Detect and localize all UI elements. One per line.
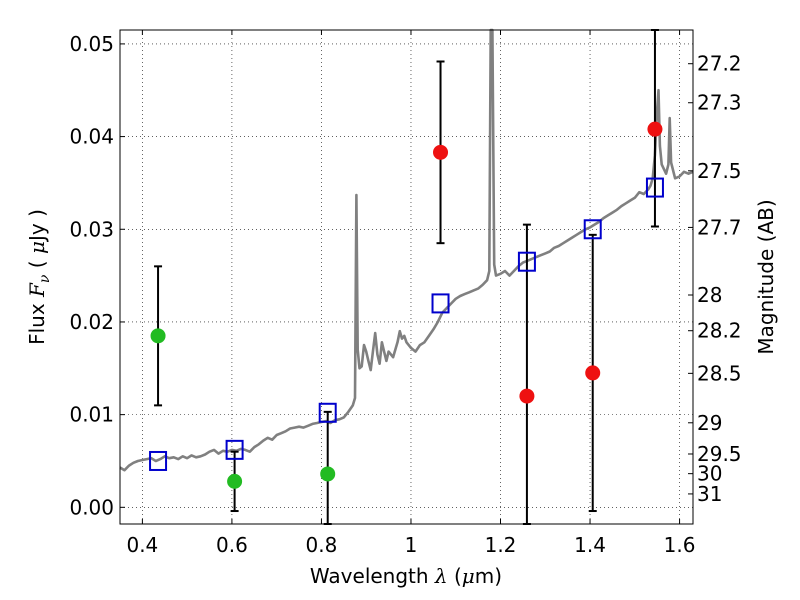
y-tick-label: 0.00 bbox=[69, 495, 114, 519]
y-tick-label: 0.02 bbox=[69, 310, 114, 334]
y-tick-label: 0.03 bbox=[69, 217, 114, 241]
right-tick-label: 27.5 bbox=[697, 159, 742, 183]
observed-infrared-point bbox=[519, 388, 535, 404]
model-bandpass-point bbox=[431, 293, 450, 314]
right-tick-label: 29 bbox=[697, 411, 722, 435]
right-tick-label: 28 bbox=[697, 283, 722, 307]
data-points bbox=[149, 121, 664, 489]
model-bandpass-point bbox=[149, 450, 168, 471]
x-tick-label: 0.4 bbox=[126, 533, 158, 557]
right-tick-label: 27.7 bbox=[697, 215, 742, 239]
x-tick-label: 0.6 bbox=[216, 533, 248, 557]
x-tick-label: 0.8 bbox=[306, 533, 338, 557]
observed-optical-point bbox=[150, 328, 166, 344]
y-tick-label: 0.04 bbox=[69, 125, 114, 149]
model-bandpass-point bbox=[517, 251, 536, 272]
model-bandpass-point bbox=[645, 177, 664, 198]
observed-infrared-point bbox=[433, 144, 449, 160]
right-tick-label: 27.3 bbox=[697, 91, 742, 115]
x-tick-label: 1.2 bbox=[485, 533, 517, 557]
right-tick-label: 31 bbox=[697, 482, 722, 506]
x-tick-label: 1 bbox=[405, 533, 418, 557]
model-bandpass-point bbox=[583, 219, 602, 240]
model-spectrum-series bbox=[119, 28, 694, 472]
right-tick-label: 29.5 bbox=[697, 442, 742, 466]
right-tick-label: 27.2 bbox=[697, 52, 742, 76]
observed-infrared-point bbox=[585, 365, 601, 381]
y-tick-label: 0.05 bbox=[69, 32, 114, 56]
right-tick-label: 28.2 bbox=[697, 319, 742, 343]
model-spectrum-line bbox=[119, 28, 694, 472]
x-tick-label: 1.4 bbox=[574, 533, 606, 557]
x-tick-label: 1.6 bbox=[664, 533, 696, 557]
right-axis-label: Magnitude (AB) bbox=[754, 199, 778, 354]
model-bandpass-point bbox=[225, 439, 244, 460]
y-tick-label: 0.01 bbox=[69, 403, 114, 427]
plot-frame bbox=[119, 29, 694, 525]
observed-optical-point bbox=[320, 466, 336, 482]
axis-ticks bbox=[120, 30, 693, 524]
x-axis-label: Wavelength λ (μm) bbox=[310, 564, 502, 588]
right-tick-label: 28.5 bbox=[697, 361, 742, 385]
model-bandpass-point bbox=[318, 402, 337, 423]
right-tick-label: 30 bbox=[697, 462, 722, 486]
observed-optical-point bbox=[227, 473, 243, 489]
observed-infrared-point bbox=[647, 121, 663, 137]
tick-labels: 0.4 0.6 0.8 1 1.2 1.4 1.6 0.00 0.01 0.02 0.03 0.04 0… bbox=[69, 32, 741, 557]
